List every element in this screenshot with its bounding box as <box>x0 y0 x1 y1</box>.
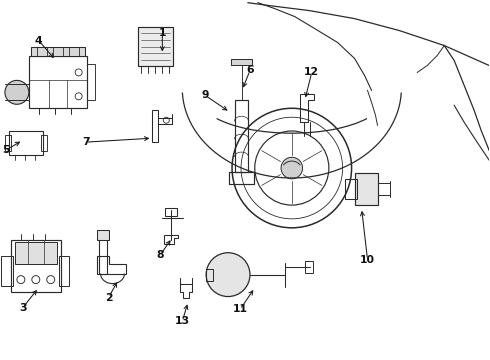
Bar <box>305 261 313 273</box>
Bar <box>355 173 378 205</box>
Text: 12: 12 <box>304 67 319 77</box>
Text: 2: 2 <box>105 293 112 302</box>
Bar <box>235 100 248 172</box>
Bar <box>97 230 108 240</box>
Text: 4: 4 <box>35 36 43 46</box>
Circle shape <box>5 80 29 104</box>
Bar <box>165 208 177 216</box>
Bar <box>11 240 61 292</box>
Bar <box>53 46 63 57</box>
Text: 13: 13 <box>174 316 190 327</box>
Bar <box>9 131 43 155</box>
Text: 8: 8 <box>157 250 164 260</box>
Circle shape <box>281 157 303 179</box>
Text: 6: 6 <box>246 66 254 76</box>
Bar <box>69 46 78 57</box>
Bar <box>59 256 69 285</box>
Bar <box>31 46 85 57</box>
Bar <box>29 57 87 108</box>
Bar <box>5 135 11 151</box>
Bar <box>152 110 158 142</box>
Bar <box>231 59 252 66</box>
Text: 10: 10 <box>360 255 375 265</box>
Text: 11: 11 <box>233 305 247 315</box>
Bar <box>138 27 173 67</box>
Text: 1: 1 <box>159 28 166 37</box>
Text: 9: 9 <box>201 90 209 100</box>
Bar <box>87 64 95 100</box>
Text: 3: 3 <box>19 302 26 312</box>
Bar <box>344 179 357 199</box>
Bar <box>206 269 213 280</box>
Text: 5: 5 <box>2 145 10 155</box>
Circle shape <box>206 253 250 297</box>
Bar <box>15 242 57 264</box>
Text: 7: 7 <box>82 137 90 147</box>
Bar <box>37 46 47 57</box>
Bar <box>1 256 13 285</box>
Bar <box>98 236 106 274</box>
Bar <box>41 135 47 151</box>
